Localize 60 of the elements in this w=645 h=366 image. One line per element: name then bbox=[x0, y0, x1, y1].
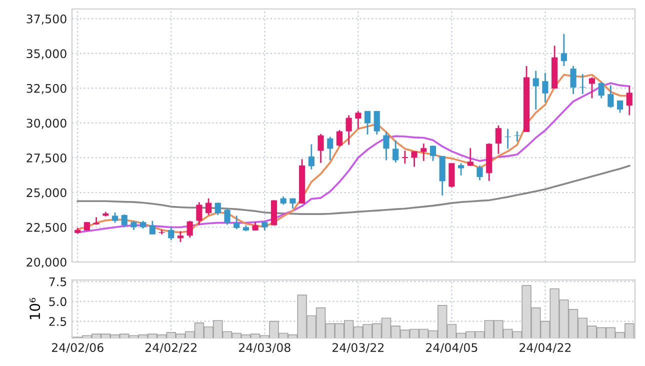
candlestick bbox=[598, 81, 604, 99]
y-tick-label: 5.0 bbox=[49, 297, 66, 306]
candlestick bbox=[476, 164, 483, 181]
y-tick-label: 22,500 bbox=[26, 222, 66, 234]
candlestick bbox=[411, 150, 418, 168]
candlestick bbox=[327, 136, 334, 161]
candlestick bbox=[374, 110, 380, 136]
candlestick bbox=[430, 145, 436, 162]
x-tick-label: 24/02/06 bbox=[52, 343, 104, 353]
y-tick-label: 35,000 bbox=[26, 49, 66, 60]
candlestick bbox=[196, 202, 202, 226]
y-tick-label: 27,500 bbox=[26, 153, 66, 164]
candlestick bbox=[308, 144, 314, 170]
y-tick-label: 2.5 bbox=[49, 317, 66, 326]
candlestick bbox=[402, 150, 408, 164]
candlestick bbox=[234, 215, 240, 230]
candlestick bbox=[616, 100, 624, 114]
candlestick bbox=[392, 140, 399, 164]
candlestick bbox=[121, 214, 128, 228]
candlestick bbox=[318, 133, 324, 164]
candlestick bbox=[467, 147, 474, 166]
candlestick bbox=[346, 114, 352, 146]
x-tick-label: 24/03/22 bbox=[332, 343, 384, 353]
x-tick-label: 24/03/08 bbox=[239, 343, 290, 353]
candlestick bbox=[149, 220, 156, 236]
candlestick bbox=[355, 110, 362, 130]
candlestick bbox=[112, 212, 118, 224]
y-tick-label: 30,000 bbox=[26, 118, 66, 129]
candlestick bbox=[588, 76, 596, 99]
x-tick-label: 24/02/22 bbox=[145, 343, 196, 353]
candlestick bbox=[364, 110, 371, 136]
y-tick-label: 37,500 bbox=[26, 14, 66, 25]
candlestick bbox=[186, 220, 193, 238]
x-tick-label: 24/04/05 bbox=[426, 343, 478, 353]
candlestick bbox=[626, 86, 632, 116]
candlestick bbox=[130, 220, 137, 231]
y-tick-label: 20,000 bbox=[26, 258, 66, 268]
candlestick bbox=[224, 208, 230, 226]
candlestick bbox=[168, 226, 174, 241]
candlestick bbox=[458, 162, 464, 176]
candlestick bbox=[560, 33, 567, 67]
candlestick bbox=[570, 65, 576, 95]
candlestick bbox=[214, 202, 221, 216]
candlestick bbox=[336, 129, 343, 148]
y-tick-label: 32,500 bbox=[26, 84, 66, 94]
candlestick bbox=[262, 220, 268, 232]
candlestick bbox=[495, 124, 502, 155]
candlestick bbox=[383, 131, 390, 161]
candlestick bbox=[206, 198, 212, 216]
y-tick-label: 25,000 bbox=[26, 188, 66, 198]
candlestick bbox=[420, 142, 427, 162]
candlestick bbox=[448, 162, 455, 188]
candlestick bbox=[514, 130, 520, 142]
candlestick bbox=[608, 84, 614, 109]
y-axis-title: 10⁶ bbox=[30, 298, 40, 320]
y-tick-label: 7.5 bbox=[49, 277, 66, 286]
candlestick bbox=[542, 72, 548, 104]
candlestick bbox=[177, 230, 184, 243]
x-tick-label: 24/04/22 bbox=[520, 343, 571, 353]
candlestick bbox=[532, 70, 539, 110]
